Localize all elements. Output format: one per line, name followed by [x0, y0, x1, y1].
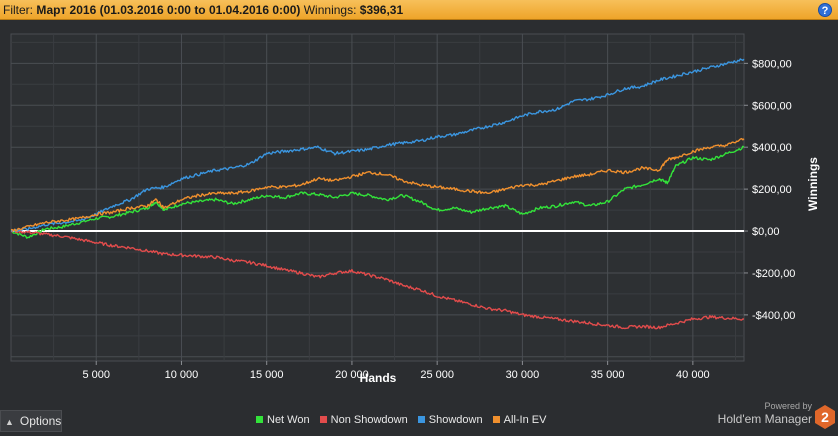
- legend-item-showdown[interactable]: Showdown: [417, 412, 483, 428]
- brand-name: Hold'em Manager: [717, 412, 812, 426]
- y-tick-label: $0,00: [752, 226, 780, 238]
- y-tick-label: $400,00: [752, 142, 792, 154]
- x-tick-label: 10 000: [165, 369, 199, 381]
- winnings-value: $396,31: [359, 3, 404, 17]
- legend-label-non-showdown: Non Showdown: [330, 414, 408, 426]
- x-tick-label: 15 000: [250, 369, 284, 381]
- options-button[interactable]: ▲ Options: [0, 410, 62, 432]
- x-tick-label: 35 000: [591, 369, 625, 381]
- x-tick-label: 25 000: [420, 369, 454, 381]
- x-axis-title: Hands: [360, 371, 397, 385]
- y-axis-ticks: $800,00 $600,00 $400,00 $200,00 $0,00 -$200,0…: [744, 58, 795, 322]
- filter-bar: Filter: Март 2016 (01.03.2016 0:00 to 01…: [0, 0, 838, 20]
- x-axis-ticks: 5 000 10 000 15 000 20 000 25 000 30 000 35 00…: [82, 361, 710, 381]
- legend-swatch-all-in-ev: [492, 416, 500, 423]
- filter-value: Март 2016 (01.03.2016 0:00 to 01.04.2016…: [36, 3, 301, 17]
- brand-text: Powered by Hold'em Manager: [718, 401, 812, 427]
- series-line-showdown: [10, 58, 745, 233]
- x-tick-label: 20 000: [335, 369, 369, 381]
- legend-swatch-non-showdown: [319, 416, 327, 423]
- help-icon[interactable]: ?: [818, 3, 832, 17]
- legend-label-net-won: Net Won: [267, 414, 310, 426]
- y-tick-label: $600,00: [752, 100, 792, 112]
- winnings-chart: $800,00 $600,00 $400,00 $200,00 $0,00 -$200,0…: [10, 33, 820, 385]
- y-tick-label: $200,00: [752, 184, 792, 196]
- legend-item-non-showdown[interactable]: Non Showdown: [319, 412, 408, 428]
- grid-lines: [11, 34, 744, 361]
- y-tick-label: $800,00: [752, 58, 792, 70]
- series-line-all-in-ev: [10, 137, 745, 232]
- options-label: Options: [19, 414, 62, 428]
- series-lines: [10, 58, 745, 330]
- legend-item-all-in-ev[interactable]: All-In EV: [492, 412, 547, 428]
- y-axis-title: Winnings: [806, 157, 820, 211]
- legend-swatch-net-won: [256, 416, 263, 423]
- y-tick-label: -$200,00: [752, 268, 795, 280]
- legend-label-showdown: Showdown: [428, 414, 483, 426]
- hm2-logo-icon: 2: [815, 405, 835, 429]
- series-line-net-won: [10, 145, 745, 239]
- filter-label: Filter:: [3, 3, 33, 17]
- legend-item-net-won[interactable]: Net Won: [256, 412, 310, 428]
- legend-swatch-showdown: [417, 416, 425, 423]
- chart-legend: Net Won Non Showdown Showdown All-In EV: [256, 412, 553, 428]
- x-tick-label: 30 000: [506, 369, 540, 381]
- chevron-up-icon: ▲: [5, 417, 14, 427]
- x-tick-label: 5 000: [82, 369, 110, 381]
- x-tick-label: 40 000: [676, 369, 710, 381]
- legend-label-all-in-ev: All-In EV: [503, 414, 547, 426]
- logo-number: 2: [821, 409, 829, 425]
- powered-by-label: Powered by: [764, 401, 812, 411]
- y-tick-label: -$400,00: [752, 310, 795, 322]
- series-line-non-showdown: [10, 229, 745, 330]
- winnings-label: Winnings:: [303, 3, 357, 17]
